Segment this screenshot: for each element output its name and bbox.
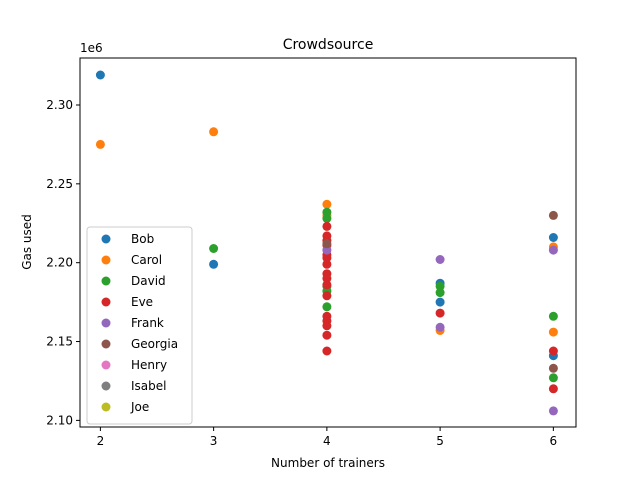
legend: Bob Carol David Eve Frank Georgia Henry Isabel J…: [86, 226, 193, 425]
data-point: [548, 363, 558, 373]
legend-label: Henry: [131, 358, 167, 372]
legend-box: [86, 226, 193, 425]
data-point: [322, 221, 332, 231]
plot-frame: [79, 57, 577, 428]
legend-marker: [101, 402, 111, 412]
data-point: [322, 291, 332, 301]
data-point: [322, 199, 332, 209]
data-point: [548, 327, 558, 337]
data-point: [322, 302, 332, 312]
data-point: [548, 245, 558, 255]
data-point: [322, 321, 332, 331]
legend-label: David: [131, 274, 166, 288]
data-point: [322, 346, 332, 356]
x-tick-label: 2: [97, 434, 105, 448]
data-point: [322, 253, 332, 263]
data-point: [548, 210, 558, 220]
data-point: [548, 384, 558, 394]
legend-marker: [101, 381, 111, 391]
y-axis-ticks: 2.10 2.15 2.20 2.25 2.30: [46, 98, 80, 427]
data-point: [548, 311, 558, 321]
legend-label: Eve: [131, 295, 153, 309]
legend-marker: [101, 255, 111, 265]
data-point: [209, 244, 219, 253]
legend-marker: [101, 297, 111, 307]
legend-label: Georgia: [131, 337, 178, 351]
legend-label: Isabel: [131, 379, 166, 393]
x-tick-label: 6: [550, 434, 558, 448]
data-point: [322, 245, 332, 255]
data-point: [435, 255, 445, 264]
y-axis-label: Gas used: [20, 214, 34, 270]
data-point: [435, 322, 445, 332]
x-tick-label: 4: [323, 434, 331, 448]
data-point: [548, 373, 558, 383]
legend-marker: [101, 276, 111, 286]
legend-label: Frank: [131, 316, 164, 330]
data-point: [322, 207, 332, 217]
legend-label: Joe: [130, 400, 149, 414]
x-axis-label: Number of trainers: [271, 456, 385, 470]
legend-marker: [101, 339, 111, 349]
y-tick-label: 2.10: [46, 413, 73, 427]
data-point: [322, 274, 332, 283]
legend-marker: [101, 360, 111, 370]
data-point: [209, 127, 219, 137]
chart-title: Crowdsource: [283, 37, 374, 53]
data-point: [548, 233, 558, 242]
data-point: [322, 259, 332, 269]
data-point: [435, 297, 445, 307]
y-tick-label: 2.30: [46, 98, 73, 112]
data-point: [322, 330, 332, 340]
x-tick-label: 5: [436, 434, 444, 448]
data-point: [435, 281, 445, 291]
data-point: [322, 214, 332, 223]
data-point: [95, 70, 105, 80]
y-tick-label: 2.15: [46, 335, 73, 349]
data-point: [435, 288, 445, 298]
x-axis-ticks: 2 3 4 5 6: [97, 427, 558, 448]
data-point: [435, 308, 445, 318]
data-point: [322, 280, 332, 290]
y-tick-label: 2.20: [46, 256, 73, 270]
x-tick-label: 3: [210, 434, 218, 448]
legend-label: Bob: [131, 232, 154, 246]
data-point: [548, 406, 558, 416]
data-point: [95, 139, 105, 149]
data-point: [209, 259, 219, 269]
y-offset-label: 1e6: [80, 41, 103, 55]
legend-marker: [101, 318, 111, 328]
y-tick-label: 2.25: [46, 177, 73, 191]
legend-marker: [101, 234, 111, 244]
data-point: [322, 239, 332, 249]
data-points: [95, 70, 558, 416]
legend-label: Carol: [131, 253, 162, 267]
data-point: [548, 346, 558, 356]
